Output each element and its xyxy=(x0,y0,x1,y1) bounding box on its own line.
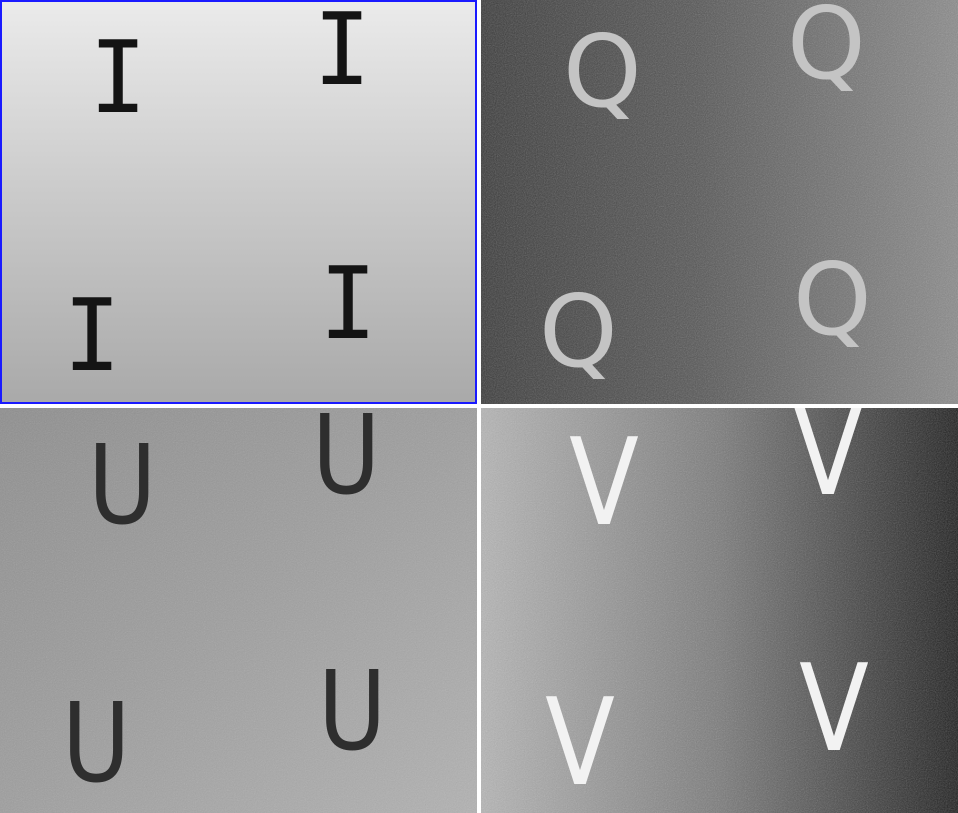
letter-glyph: Q xyxy=(787,0,866,102)
letter-glyph: Q xyxy=(563,13,642,130)
letter-tile-top-left: I I I I xyxy=(0,0,477,404)
letter-glyph: U xyxy=(88,421,157,549)
letter-glyph: U xyxy=(62,679,131,807)
letter-glyph: I xyxy=(319,245,377,362)
letter-glyph: I xyxy=(63,277,121,394)
letter-glyph: U xyxy=(312,408,381,519)
letter-glyph: I xyxy=(313,0,371,108)
letter-glyph: V xyxy=(545,674,615,813)
letter-glyph: V xyxy=(793,408,863,523)
letter-glyph: Q xyxy=(793,241,872,358)
letter-glyph: I xyxy=(89,19,147,136)
letter-tile-bottom-right: V V V V xyxy=(481,408,958,813)
letter-glyph: U xyxy=(318,647,387,775)
letter-tile-top-right: Q Q Q Q xyxy=(481,0,958,404)
letter-glyph: V xyxy=(569,414,639,553)
letter-glyph: Q xyxy=(539,273,618,390)
letter-tile-bottom-left: U U U U xyxy=(0,408,477,813)
letter-glyph: V xyxy=(799,640,869,779)
